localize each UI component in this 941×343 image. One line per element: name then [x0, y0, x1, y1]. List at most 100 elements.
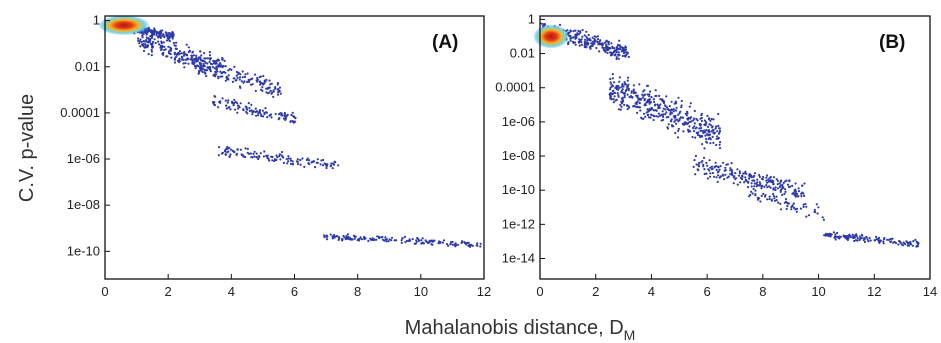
data-point-b-430	[636, 111, 639, 114]
data-point-b-544	[618, 86, 622, 89]
data-point-a-609	[250, 78, 253, 81]
data-point-b-963	[785, 207, 788, 210]
data-point-a-943	[347, 235, 350, 238]
data-point-a-862	[337, 164, 340, 167]
data-point-b-707	[748, 177, 751, 180]
y-tick-label-b-0: 1	[528, 11, 535, 26]
data-point-a-484	[154, 41, 157, 45]
data-point-b-943	[775, 195, 778, 198]
data-point-b-469	[664, 105, 667, 108]
data-point-b-868	[760, 177, 764, 180]
data-point-a-835	[299, 163, 302, 166]
data-point-a-1000	[416, 237, 420, 240]
x-tick-label-b-0: 0	[536, 284, 543, 299]
data-point-b-1087	[846, 238, 850, 241]
data-point-b-679	[653, 115, 656, 118]
data-point-a-637	[263, 79, 266, 83]
data-point-a-1042	[414, 242, 417, 245]
data-point-b-409	[717, 112, 720, 116]
data-point-b-873	[761, 184, 764, 187]
data-point-b-489	[653, 100, 656, 103]
data-point-b-891	[746, 186, 750, 189]
data-point-b-688	[657, 104, 660, 107]
data-point-a-323	[203, 52, 206, 55]
data-point-a-256	[148, 28, 151, 31]
data-point-b-835	[797, 187, 800, 190]
data-point-b-415	[682, 130, 685, 133]
data-point-b-516	[664, 108, 667, 111]
x-tick-label-b-2: 4	[648, 284, 655, 299]
data-point-b-799	[766, 181, 769, 184]
data-point-b-959	[793, 206, 796, 210]
data-point-b-362	[705, 129, 708, 132]
data-point-b-884	[794, 182, 797, 185]
data-point-a-928	[336, 235, 339, 238]
x-tick-label-b-4: 8	[759, 284, 766, 299]
data-point-b-488	[654, 89, 657, 92]
data-point-b-543	[661, 115, 665, 118]
data-point-a-718	[213, 104, 217, 107]
data-point-b-798	[776, 187, 780, 190]
data-point-a-403	[208, 51, 211, 54]
data-point-b-441	[677, 96, 680, 99]
data-point-b-786	[741, 174, 744, 177]
data-point-b-659	[705, 137, 708, 141]
data-point-a-459	[148, 39, 151, 42]
data-point-b-1037	[878, 236, 881, 239]
data-point-b-813	[705, 161, 708, 164]
data-point-b-601	[688, 105, 691, 108]
data-point-a-439	[182, 62, 185, 65]
data-point-b-996	[856, 237, 859, 240]
data-point-a-921	[441, 241, 444, 244]
data-point-a-691	[231, 101, 234, 104]
data-point-a-837	[285, 158, 288, 161]
data-point-a-644	[199, 58, 202, 61]
data-point-b-111	[620, 46, 624, 49]
data-point-a-1043	[463, 241, 466, 244]
data-point-b-159	[613, 54, 616, 57]
data-point-a-775	[239, 148, 242, 151]
data-point-a-341	[206, 57, 209, 60]
data-point-a-487	[192, 58, 196, 61]
data-point-b-1040	[879, 239, 882, 242]
data-point-b-182	[624, 45, 627, 48]
data-point-a-695	[283, 113, 286, 116]
data-point-b-608	[699, 129, 702, 132]
scatter-points-a	[105, 20, 482, 248]
data-point-b-442	[674, 131, 677, 135]
data-point-a-726	[236, 104, 239, 107]
data-point-a-354	[168, 51, 171, 55]
data-point-a-125	[145, 33, 148, 36]
data-point-a-1005	[385, 238, 388, 241]
y-tick-label-a-0: 1	[93, 13, 100, 28]
data-point-b-455	[689, 102, 692, 105]
data-point-a-291	[157, 40, 160, 43]
data-point-a-582	[219, 75, 222, 78]
data-point-b-393	[670, 120, 673, 123]
y-tick-label-b-2: 0.0001	[495, 80, 535, 95]
data-point-b-454	[627, 89, 630, 92]
x-tick-label-a-4: 8	[354, 284, 361, 299]
data-point-a-1047	[323, 234, 326, 237]
data-point-b-453	[609, 81, 612, 84]
data-point-a-372	[206, 62, 209, 65]
data-point-b-939	[751, 192, 754, 195]
data-point-b-899	[772, 188, 775, 191]
scatter-points-b	[540, 22, 920, 248]
data-point-a-463	[160, 40, 163, 43]
data-point-a-941	[367, 239, 370, 242]
data-point-b-443	[619, 108, 622, 111]
axis-ticks-a: 0 2 4 6 8 10 12 1 0.01 0.0001 1e-06 1e-08 1e-10	[60, 13, 491, 299]
data-point-a-615	[243, 75, 247, 79]
data-point-a-402	[194, 67, 197, 70]
data-point-a-1039	[332, 234, 335, 238]
data-point-b-383	[708, 123, 711, 126]
data-point-b-75	[599, 39, 602, 42]
data-point-a-773	[299, 158, 302, 162]
data-point-b-492	[698, 127, 701, 130]
data-point-b-971	[791, 204, 794, 207]
data-point-a-836	[307, 162, 310, 165]
data-point-b-812	[729, 173, 732, 176]
data-point-b-1104	[874, 239, 877, 242]
data-point-b-957	[754, 193, 757, 196]
